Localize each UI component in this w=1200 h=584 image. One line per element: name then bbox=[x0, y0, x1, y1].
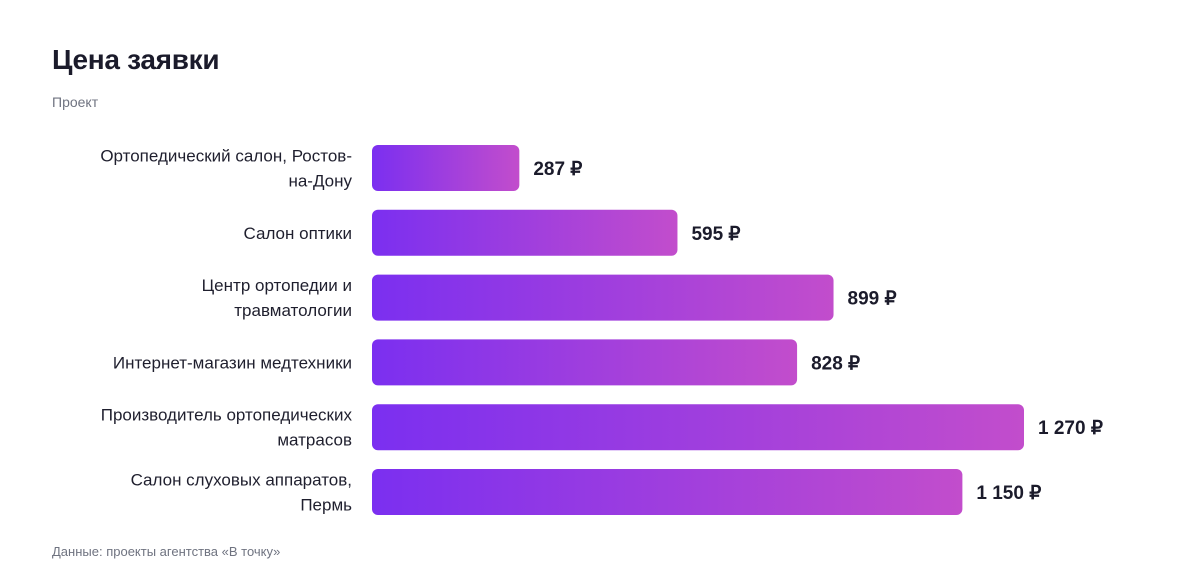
value-label: 595 ₽ bbox=[691, 224, 740, 245]
bar bbox=[372, 145, 520, 191]
category-label: Салон слуховых аппаратов, Пермь bbox=[131, 471, 353, 515]
bar bbox=[372, 404, 1024, 451]
chart-source: Данные: проекты агентства «В точку» bbox=[52, 544, 281, 559]
category-label: Салон оптики bbox=[244, 224, 352, 243]
category-label: Ортопедический салон, Ростов-на-Дону bbox=[100, 147, 352, 191]
bars-layer: Ортопедический салон, Ростов-на-Дону 287 … bbox=[100, 145, 1103, 515]
value-label: 287 ₽ bbox=[533, 159, 582, 180]
value-label: 828 ₽ bbox=[811, 353, 860, 374]
category-label: Центр ортопедии и травматологии bbox=[202, 276, 352, 320]
bar bbox=[372, 274, 834, 321]
bar bbox=[372, 339, 798, 386]
value-label: 1 150 ₽ bbox=[976, 483, 1041, 504]
value-label: 1 270 ₽ bbox=[1038, 418, 1103, 439]
value-label: 899 ₽ bbox=[848, 289, 897, 310]
bar bbox=[372, 209, 678, 256]
chart-title: Цена заявки bbox=[52, 44, 220, 75]
category-label: Интернет-магазин медтехники bbox=[113, 353, 352, 372]
chart-subtitle: Проект bbox=[52, 94, 99, 110]
category-label: Производитель ортопедических матрасов bbox=[101, 406, 353, 450]
bar bbox=[372, 469, 963, 515]
